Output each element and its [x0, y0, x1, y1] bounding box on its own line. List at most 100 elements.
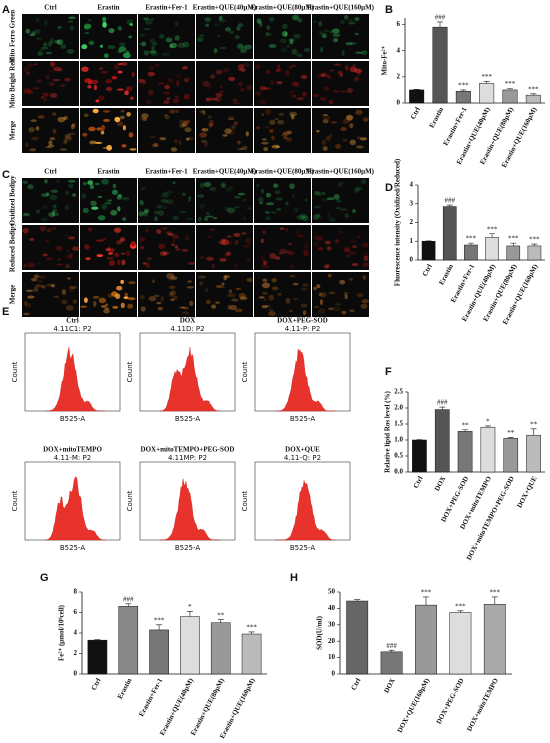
cell: [318, 292, 323, 297]
cell: [212, 216, 218, 220]
cell: [205, 215, 214, 218]
x-tick-label: Erastin+Fer-1: [442, 105, 469, 146]
cell: [342, 138, 348, 143]
cell: [362, 262, 370, 267]
cell: [174, 245, 178, 249]
cell: [288, 90, 295, 94]
cell: [126, 250, 130, 257]
error-bar: [507, 88, 513, 90]
cell: [208, 123, 214, 128]
cell: [218, 240, 226, 245]
x-tick-label: DOX+PEG-SOD: [435, 677, 466, 725]
cell: [114, 116, 121, 123]
micrograph: [196, 272, 253, 317]
cell: [89, 140, 97, 145]
cell: [64, 134, 72, 139]
cell: [56, 263, 63, 266]
cell: [102, 16, 107, 23]
cell: [68, 287, 76, 293]
cell: [68, 16, 76, 20]
panel-letter: H: [290, 572, 298, 584]
cell: [198, 203, 206, 209]
cell: [103, 53, 109, 59]
significance-label: ***: [487, 225, 498, 233]
cell: [67, 277, 71, 280]
cell: [244, 243, 250, 248]
cell: [336, 72, 344, 76]
cell: [225, 251, 231, 256]
cell: [297, 18, 303, 23]
row-label: Mito Ferro Green: [9, 10, 17, 63]
cell: [71, 246, 80, 251]
cell: [207, 115, 212, 119]
flow-x-label: B525-A: [60, 415, 86, 423]
cell: [90, 79, 99, 85]
cell: [262, 138, 267, 141]
cell: [262, 260, 268, 265]
cell: [119, 237, 126, 242]
cell: [240, 46, 246, 51]
error-bar: [530, 93, 537, 96]
cell: [228, 76, 236, 82]
cell: [287, 38, 296, 42]
cell: [303, 47, 311, 53]
error-bar: [510, 242, 517, 246]
cell: [220, 182, 226, 188]
cell: [256, 126, 261, 130]
cell: [127, 297, 136, 301]
cell: [291, 81, 300, 85]
x-tick-label: Erastin+QUE(80μM): [189, 676, 226, 736]
bar: [412, 439, 427, 473]
cell: [50, 189, 59, 193]
error-bar: [460, 89, 467, 92]
cell: [208, 119, 215, 126]
cell: [121, 252, 126, 255]
cell: [318, 292, 327, 298]
cell: [258, 296, 265, 299]
cell: [362, 242, 369, 248]
cell: [289, 310, 293, 313]
cell: [140, 295, 145, 300]
cell: [199, 281, 204, 286]
significance-label: ###: [123, 595, 134, 603]
x-tick-label: Erastin+QUE(160μM): [218, 676, 257, 740]
cell: [126, 112, 131, 117]
cell: [322, 114, 329, 117]
cell: [333, 194, 340, 200]
cell: [361, 299, 369, 304]
bar: [380, 651, 403, 675]
cell: [65, 305, 74, 311]
cell: [37, 51, 43, 57]
cell: [150, 17, 155, 21]
cell: [99, 66, 103, 70]
cell: [335, 207, 342, 210]
cell: [258, 197, 264, 203]
flow-y-label: Count: [126, 361, 134, 382]
y-axis-label: Fe²⁺ (μmol/10⁶cell): [58, 604, 66, 661]
y-tick-label: 0: [74, 670, 78, 678]
cell: [52, 128, 57, 134]
cell: [169, 109, 176, 114]
cell: [159, 137, 167, 141]
cell: [154, 294, 160, 297]
cell: [177, 42, 186, 49]
significance-label: ***: [490, 589, 501, 597]
cell: [59, 84, 66, 87]
cell: [164, 84, 171, 90]
cell: [91, 206, 99, 210]
cell: [340, 127, 347, 131]
cell: [293, 33, 301, 39]
cell: [234, 240, 239, 246]
cell: [156, 302, 162, 305]
cell: [36, 17, 40, 23]
cell: [169, 44, 173, 48]
column-label: Ctrl: [44, 4, 56, 12]
cell: [330, 121, 337, 124]
cell: [205, 97, 211, 102]
cell: [45, 51, 53, 55]
cell: [169, 291, 173, 297]
cell: [204, 17, 212, 22]
cell: [174, 35, 180, 41]
cell: [285, 70, 290, 76]
cell: [57, 67, 63, 72]
